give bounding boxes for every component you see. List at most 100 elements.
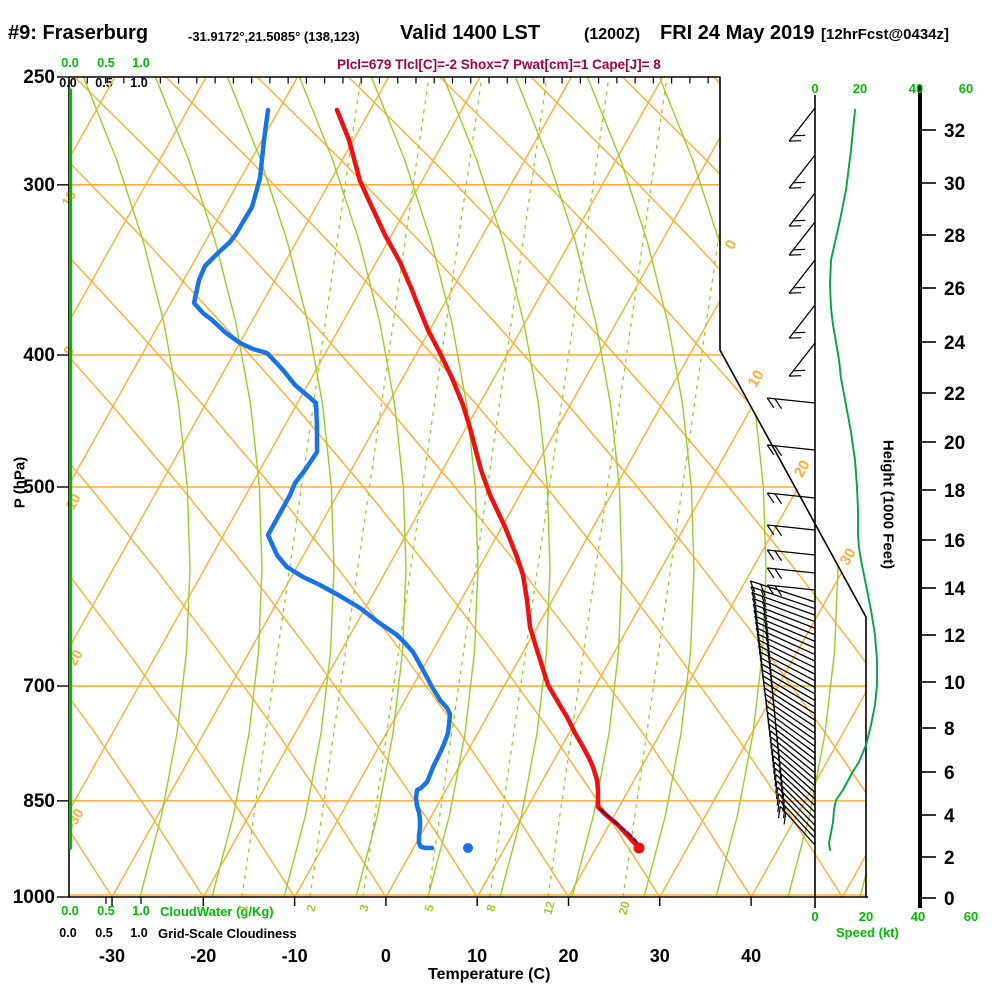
cloudiness-scale-top: 0.0 (59, 76, 77, 90)
wind-barb-tick (766, 397, 775, 409)
wind-speed-profile (828, 109, 878, 851)
moist-adiabat-line (658, 77, 767, 897)
wind-barb-shaft (752, 597, 816, 623)
height-tick-label-6: 6 (944, 763, 955, 784)
isotherm-line--90 (0, 77, 24, 897)
mixing-ratio-line-20 (622, 77, 743, 897)
cloudwater-scale-top: 1.0 (132, 56, 150, 70)
wind-barb-tick (774, 585, 783, 597)
wind-barb-tick (783, 812, 787, 825)
wind-barb-tick (750, 586, 756, 599)
height-tick-label-4: 4 (944, 806, 955, 827)
isotherm-label-right-30: 30 (837, 545, 860, 568)
wind-barb-shaft (767, 397, 816, 404)
isotherm-line--20 (202, 77, 664, 897)
mixing-ratio-line-2 (309, 77, 430, 897)
moist-adiabat-line (514, 77, 623, 897)
height-tick-label-20: 20 (944, 433, 965, 454)
moist-adiabat-line (154, 77, 263, 897)
dry-adiabat-line (69, 77, 205, 897)
temperature-tick-label--10: -10 (282, 946, 308, 966)
wind-barb-shaft (767, 492, 816, 499)
dry-adiabat-line (69, 77, 296, 897)
pressure-tick-label-700: 700 (23, 676, 55, 697)
cloudwater-scale-bottom: 1.0 (132, 904, 150, 918)
temperature-surface-dot (633, 842, 645, 854)
wind-barb-shaft (767, 549, 816, 556)
isotherm-line--10 (294, 77, 755, 897)
isotherm-label-right-20: 20 (791, 457, 814, 480)
wind-barb-tick (749, 580, 756, 593)
cloudiness-scale-label: Grid-Scale Cloudiness (158, 926, 297, 941)
frame-right-boundary (719, 76, 867, 898)
height-tick-label-12: 12 (944, 626, 965, 647)
mixing-ratio-line-3 (362, 77, 483, 897)
isotherm-label-right-0: 0 (722, 237, 741, 253)
wind-barb-tick (763, 619, 769, 632)
wind-barb-tick (766, 567, 775, 579)
dry-adiabat-line (73, 77, 752, 897)
wind-barb-shaft (788, 304, 816, 339)
wind-barb-tick (774, 774, 777, 787)
moist-adiabat-line (226, 77, 335, 897)
wind-barb-tick (760, 584, 766, 596)
wind-barb-tick (763, 613, 769, 626)
wind-barb-shaft (750, 586, 816, 610)
valid-time: Valid 1400 LST (400, 22, 541, 44)
cloudiness-scale-bottom: 0.5 (95, 926, 113, 940)
pressure-tick-label-250: 250 (23, 67, 55, 88)
pressure-tick-label-400: 400 (23, 345, 55, 366)
wind-barb-tick (766, 492, 775, 504)
wind-barb-tick (782, 806, 786, 819)
pressure-tick-label-500: 500 (23, 477, 55, 498)
isotherm-line-30 (659, 77, 866, 897)
dry-adiabat-line (69, 77, 387, 897)
wind-barb-tick (766, 549, 775, 561)
height-tick-label-22: 22 (944, 384, 965, 405)
isotherm-line-40 (750, 77, 866, 897)
speed-scale-bottom-20: 20 (859, 909, 873, 924)
cloudwater-scale-bottom: 0.5 (97, 904, 115, 918)
wind-barb-tick (762, 607, 768, 620)
speed-scale-top-20: 20 (853, 81, 867, 96)
pressure-tick-label-850: 850 (23, 791, 55, 812)
dry-adiabat-line (256, 77, 866, 897)
speed-scale-bottom-60: 60 (964, 909, 978, 924)
sounding-curves (69, 88, 645, 854)
height-tick-label-0: 0 (944, 889, 955, 910)
height-tick-label-30: 30 (944, 174, 965, 195)
dewpoint-surface-dot (463, 843, 473, 853)
cloudiness-scale-bottom: 0.0 (59, 926, 77, 940)
moist-adiabat-line (82, 77, 191, 897)
wind-barb-tick (760, 590, 767, 602)
height-tick-label-24: 24 (944, 333, 966, 354)
moist-adiabat-line (586, 77, 695, 897)
cloudwater-scale-label: CloudWater (g/Kg) (160, 904, 274, 919)
cloudiness-scale-top: 1.0 (130, 76, 148, 90)
pressure-tick-label-300: 300 (23, 175, 55, 196)
temperature-tick-label-40: 40 (741, 946, 761, 966)
isotherm-line--70 (69, 77, 207, 897)
pressure-tick-label-1000: 1000 (13, 887, 55, 908)
wind-barb-shaft (788, 192, 816, 227)
cloudiness-scale-bottom: 1.0 (130, 926, 148, 940)
mixing-ratio-label-5: 5 (422, 903, 437, 913)
wind-barb-shaft (788, 221, 816, 256)
dry-adiabat-line (347, 77, 866, 897)
dry-adiabat-line (69, 77, 661, 897)
wind-barb-tick (774, 568, 783, 580)
valid-date: FRI 24 May 2019 (660, 22, 815, 44)
temperature-trace (334, 107, 642, 851)
wind-barb-tick (775, 780, 778, 793)
temperature-tick-label-10: 10 (467, 946, 487, 966)
mixing-ratio-line-8 (489, 77, 610, 897)
wind-barb-shaft (751, 591, 816, 616)
wind-barb-shaft (767, 567, 816, 574)
height-tick-label-18: 18 (944, 481, 965, 502)
isotherm-line--50 (69, 77, 390, 897)
mixing-ratio-line-12 (547, 77, 668, 897)
isotherm-label-left--20: -20 (62, 647, 86, 673)
mixing-ratio-label-1: 1 (236, 903, 251, 913)
